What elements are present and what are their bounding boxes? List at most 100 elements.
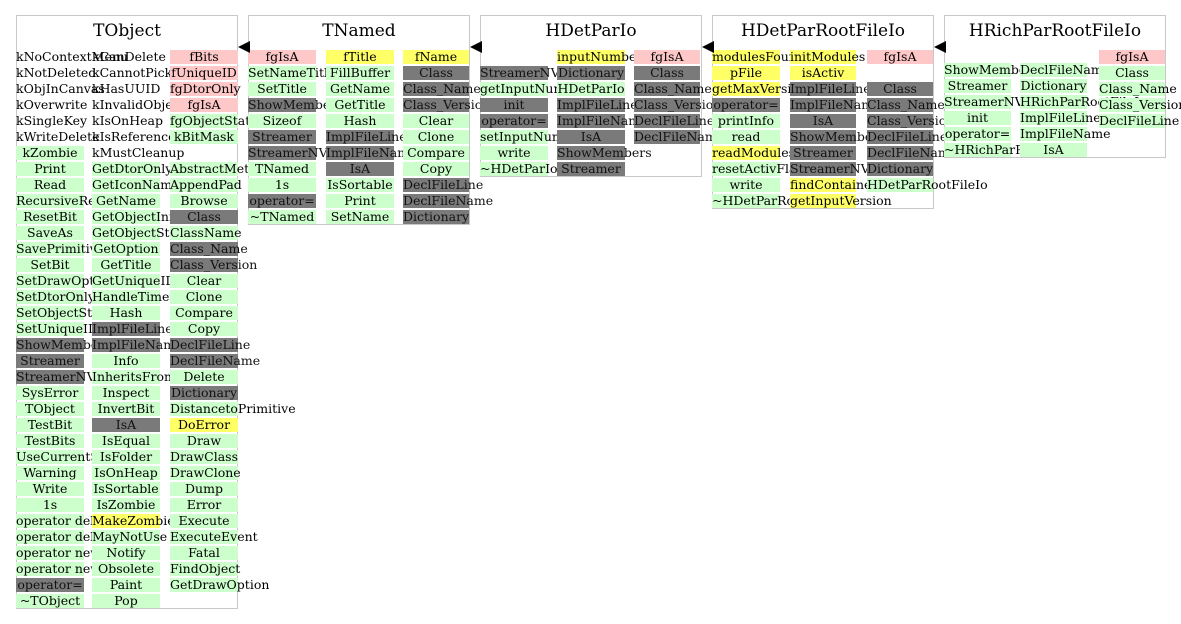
member-operator-new: operator new xyxy=(16,545,101,560)
member-kzombie: kZombie xyxy=(16,146,84,160)
member-declfilename: DeclFileName xyxy=(170,353,261,368)
member-fgisa: fgIsA xyxy=(634,50,700,64)
member-ftitle: fTitle xyxy=(326,50,394,64)
inheritance-arrow xyxy=(470,41,482,53)
member-browse: Browse xyxy=(170,194,238,208)
member-dictionary: Dictionary xyxy=(403,209,470,224)
member-getoption: GetOption xyxy=(92,241,160,256)
member-setdtoronly: SetDtorOnly xyxy=(16,289,95,304)
member-pfile: pFile xyxy=(712,66,780,80)
member-isa: IsA xyxy=(92,418,160,432)
member-hash: Hash xyxy=(92,306,160,320)
member-class-version: Class_Version xyxy=(403,97,491,112)
member-init: init xyxy=(944,111,1011,125)
member-class: Class xyxy=(634,66,700,80)
member-testbit: TestBit xyxy=(16,418,84,432)
member-getname: GetName xyxy=(92,194,160,208)
member-info: Info xyxy=(92,354,160,368)
member-kcannotpick: kCannotPick xyxy=(92,65,173,80)
member-class-name: Class_Name xyxy=(634,81,712,96)
member-readmodules: readModules xyxy=(712,145,796,160)
member-isfolder: IsFolder xyxy=(92,450,160,464)
member-getinputversion: getInputVersion xyxy=(790,193,892,208)
member-getmaxversion: getMaxVersion xyxy=(712,81,807,96)
member-hdetpario: HDetParIo xyxy=(557,81,625,96)
member-fatal: Fatal xyxy=(170,546,238,560)
member-operator-delete: operator delete xyxy=(16,513,115,528)
member-draw: Draw xyxy=(170,434,238,448)
member-print: Print xyxy=(16,162,84,176)
member-gettitle: GetTitle xyxy=(326,98,394,112)
member-streamer: Streamer xyxy=(790,146,856,160)
member-class-name: Class_Name xyxy=(170,241,248,256)
member-operator: operator= xyxy=(480,113,548,128)
member-isactiv: isActiv xyxy=(790,66,856,80)
member-iszombie: IsZombie xyxy=(92,498,160,512)
member-showmembers: ShowMembers xyxy=(557,145,652,160)
member-invertbit: InvertBit xyxy=(92,402,160,416)
member-empty xyxy=(867,66,933,80)
member-showmembers: ShowMembers xyxy=(944,62,1039,77)
member-setuniqueid: SetUniqueID xyxy=(16,321,98,336)
member-drawclone: DrawClone xyxy=(170,465,241,480)
member-fgisa: fgIsA xyxy=(867,50,933,64)
member-hrichparrootfileio: HRichParRootFileIo xyxy=(1020,94,1147,109)
member-makezombie: MakeZombie xyxy=(92,513,175,528)
member-kinvalidobject: kInvalidObject xyxy=(92,97,185,112)
member-setbit: SetBit xyxy=(16,258,84,272)
member-1s: 1s xyxy=(248,178,316,192)
member-clone: Clone xyxy=(403,130,469,144)
member-isa: IsA xyxy=(790,114,856,128)
member-appendpad: AppendPad xyxy=(170,177,242,192)
member-print: Print xyxy=(326,194,394,208)
member-empty xyxy=(480,50,548,64)
member-dictionary: Dictionary xyxy=(557,65,625,80)
member-kcandelete: kCanDelete xyxy=(92,49,166,64)
member-streamer: Streamer xyxy=(944,79,1011,93)
member-implfilename: ImplFileName xyxy=(790,97,881,112)
member-write: Write xyxy=(16,482,84,496)
member-showmembers: ShowMembers xyxy=(16,337,111,352)
member-inspect: Inspect xyxy=(92,386,160,400)
member-operator-new: operator new[] xyxy=(16,561,111,576)
member-implfilename: ImplFileName xyxy=(326,145,417,160)
member-compare: Compare xyxy=(403,146,469,160)
inheritance-arrow xyxy=(238,41,250,53)
member-fbits: fBits xyxy=(170,50,238,64)
member-ksinglekey: kSingleKey xyxy=(16,113,88,128)
member-setobjectstat: SetObjectStat xyxy=(16,305,105,320)
member-isonheap: IsOnHeap xyxy=(92,466,160,480)
member-hdetparrootfileio: HDetParRootFileIo xyxy=(867,177,988,192)
member-implfilename: ImplFileName xyxy=(1020,126,1111,141)
member-knocontextmenu: kNoContextMenu xyxy=(16,49,128,64)
member-clear: Clear xyxy=(170,274,238,288)
member-streamernvirtual: StreamerNVirtual xyxy=(248,145,362,160)
member-resetbit: ResetBit xyxy=(16,210,84,224)
member-dictionary: Dictionary xyxy=(1020,78,1087,93)
member-modulesfound: modulesFound xyxy=(712,49,805,64)
member-implfileline: ImplFileLine xyxy=(557,97,638,112)
member-class-version: Class_Version xyxy=(1099,97,1181,112)
class-title: HRichParRootFileIo xyxy=(968,21,1142,41)
member-compare: Compare xyxy=(170,306,238,320)
member-implfilename: ImplFileName xyxy=(92,337,183,352)
member-tnamed: TNamed xyxy=(248,162,316,176)
member-implfileline: ImplFileLine xyxy=(1020,110,1101,125)
member-kisreferenced: kIsReferenced xyxy=(92,129,184,144)
member-kwritedelete: kWriteDelete xyxy=(16,129,100,144)
member-operator-delete: operator delete[] xyxy=(16,529,124,544)
member-declfilename: DeclFileName xyxy=(403,193,494,208)
member-delete: Delete xyxy=(170,370,238,384)
member-syserror: SysError xyxy=(16,386,84,400)
member-paint: Paint xyxy=(92,578,160,592)
member-handletimer: HandleTimer xyxy=(92,289,176,304)
member-operator: operator= xyxy=(16,577,84,592)
member-fgobjectstat: fgObjectStat xyxy=(170,113,251,128)
member-khasuuid: kHasUUID xyxy=(92,81,161,96)
member-empty xyxy=(170,146,238,160)
member-implfileline: ImplFileLine xyxy=(326,129,407,144)
member-classname: ClassName xyxy=(170,225,242,240)
member-clone: Clone xyxy=(170,290,238,304)
member-implfileline: ImplFileLine xyxy=(92,321,173,336)
member-class-name: Class_Name xyxy=(1099,81,1177,96)
